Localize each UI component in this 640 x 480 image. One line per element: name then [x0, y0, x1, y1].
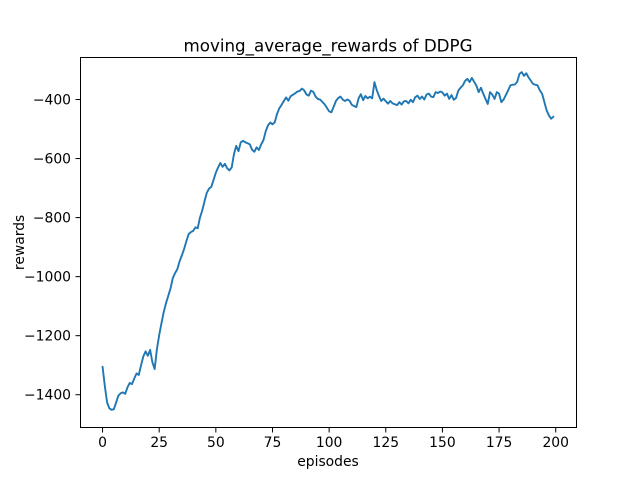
x-axis-ticks: 0 25 50 75 100 125 150 175 200	[98, 427, 569, 451]
x-tick-label: 150	[429, 435, 456, 451]
chart-title: moving_average_rewards of DDPG	[183, 36, 472, 57]
x-tick-label: 50	[207, 435, 225, 451]
x-tick-label: 75	[264, 435, 282, 451]
y-tick-label: −1400	[24, 388, 71, 404]
y-axis-label: rewards	[12, 215, 28, 270]
x-tick-label: 25	[150, 435, 168, 451]
y-axis-ticks: −400 −600 −800 −1000 −1200 −1400	[24, 92, 81, 404]
x-tick-label: 200	[542, 435, 569, 451]
x-tick-label: 100	[316, 435, 343, 451]
x-tick-label: 175	[486, 435, 513, 451]
y-tick-label: −1200	[24, 328, 71, 344]
y-tick-label: −800	[33, 210, 71, 226]
reward-line	[101, 71, 555, 411]
y-tick-label: −400	[33, 92, 71, 108]
x-tick-label: 0	[98, 435, 107, 451]
y-tick-label: −600	[33, 151, 71, 167]
x-tick-label: 125	[373, 435, 400, 451]
x-axis-label: episodes	[297, 454, 359, 470]
axes-spines	[80, 57, 577, 428]
y-tick-label: −1000	[24, 269, 71, 285]
